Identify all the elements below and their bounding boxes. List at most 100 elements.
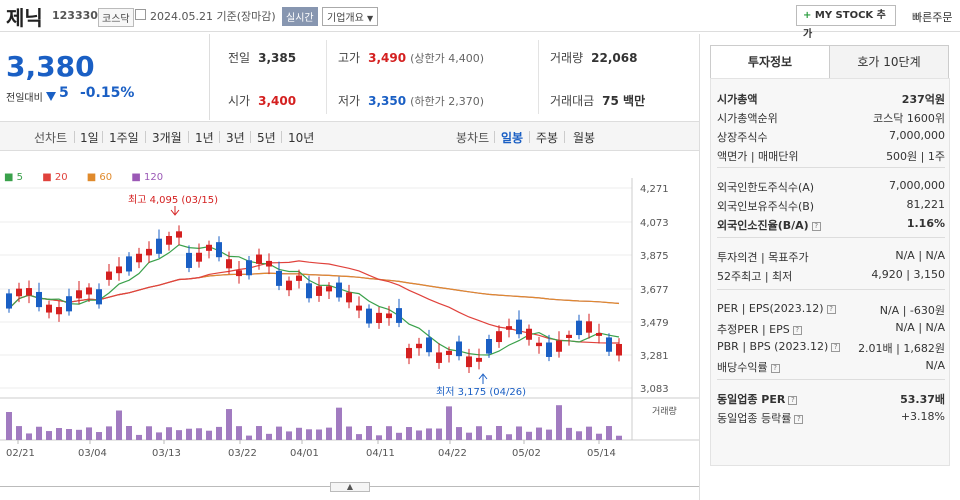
pbr-label: PBR | BPS (2023.12) bbox=[717, 340, 829, 353]
tab-invest-info[interactable]: 투자정보 bbox=[710, 45, 830, 79]
candle-body bbox=[296, 275, 302, 281]
divider bbox=[699, 34, 700, 500]
volume-bar bbox=[66, 429, 72, 440]
divider bbox=[717, 167, 945, 168]
period-1y[interactable]: 1년 bbox=[195, 131, 214, 145]
line-chart-label: 선차트 bbox=[34, 131, 68, 145]
foreign-limit-label: 외국인한도주식수(A) bbox=[717, 181, 815, 194]
candle-body bbox=[276, 270, 282, 286]
foreign-own-label: 외국인보유주식수(B) bbox=[717, 200, 815, 213]
divider bbox=[219, 131, 220, 143]
legend-ma120-label: 120 bbox=[143, 172, 164, 183]
candle-body bbox=[446, 350, 452, 355]
add-mystock-button[interactable]: + MY STOCK 추가 bbox=[796, 5, 896, 40]
candle-body bbox=[406, 347, 412, 359]
divider bbox=[326, 40, 327, 114]
legend-ma120: ■ 120 bbox=[131, 172, 164, 183]
stat-amount-value: 75 백만 bbox=[602, 94, 646, 108]
price-tick: 3,875 bbox=[640, 251, 669, 262]
help-icon[interactable]: ? bbox=[770, 364, 780, 373]
volume-bar bbox=[396, 432, 402, 440]
volume-bar bbox=[506, 434, 512, 440]
calendar-icon bbox=[135, 9, 146, 20]
volume-bar bbox=[46, 431, 52, 440]
foreign-own-row: 외국인보유주식수(B) 81,221 bbox=[717, 198, 945, 214]
legend-ma5: ■ 5 bbox=[4, 172, 24, 183]
opinion-value: N/A | N/A bbox=[895, 249, 945, 262]
volume-bar bbox=[586, 426, 592, 440]
volume-bar bbox=[426, 428, 432, 440]
help-icon[interactable]: ? bbox=[826, 305, 836, 314]
market-badge: 코스닥 bbox=[98, 8, 134, 27]
company-overview-button[interactable]: 기업개요 ▼ bbox=[322, 7, 379, 26]
period-10y[interactable]: 10년 bbox=[288, 131, 315, 145]
volume-bar bbox=[476, 426, 482, 440]
price-chart[interactable]: 4,271 4,073 3,875 3,677 3,479 3,281 3,08… bbox=[0, 168, 700, 480]
help-icon[interactable]: ? bbox=[788, 396, 798, 405]
legend-ma20-label: 20 bbox=[54, 172, 68, 183]
candle-weekly[interactable]: 주봉 bbox=[536, 131, 559, 145]
foreign-ratio-label: 외국인소진율(B/A) bbox=[717, 219, 809, 232]
plus-icon: + bbox=[803, 10, 812, 21]
candle-monthly[interactable]: 월봉 bbox=[573, 131, 596, 145]
invest-tabs: 투자정보 호가 10단계 bbox=[710, 45, 950, 79]
candle-body bbox=[196, 252, 202, 262]
price-tick: 4,271 bbox=[640, 184, 669, 195]
realtime-button[interactable]: 실시간 bbox=[282, 7, 318, 26]
opinion-label: 투자의견 | 목표주가 bbox=[717, 251, 809, 264]
candle-body bbox=[306, 283, 312, 299]
x-tick-label: 02/21 bbox=[6, 448, 35, 459]
help-icon[interactable]: ? bbox=[811, 222, 821, 231]
period-1d[interactable]: 1일 bbox=[80, 131, 99, 145]
chevron-down-icon: ▼ bbox=[367, 14, 374, 23]
stat-amount-label: 거래대금 bbox=[550, 94, 595, 108]
candle-body bbox=[376, 312, 382, 323]
candle-body bbox=[526, 328, 532, 340]
x-axis-ticks: 02/21 03/04 03/13 03/22 04/01 04/11 04/22 05/02… bbox=[6, 440, 616, 459]
est-per-value: N/A | N/A bbox=[895, 321, 945, 334]
foreign-ratio-value: 1.16% bbox=[906, 217, 945, 230]
rank-value: 코스닥 1600위 bbox=[873, 112, 945, 125]
help-icon[interactable]: ? bbox=[792, 326, 802, 335]
collapse-toggle[interactable]: ▲ bbox=[330, 482, 370, 492]
volume-bar bbox=[56, 428, 62, 440]
divider bbox=[717, 289, 945, 290]
pbr-value: 2.01배 | 1,682원 bbox=[858, 342, 945, 355]
volume-bar bbox=[516, 426, 522, 440]
candle-body bbox=[6, 293, 12, 309]
volume-bar bbox=[336, 407, 342, 440]
quick-order-link[interactable]: 빠른주문 bbox=[912, 11, 953, 24]
period-1w[interactable]: 1주일 bbox=[109, 131, 139, 145]
dividend-row: 배당수익률? N/A bbox=[717, 359, 945, 375]
period-3y[interactable]: 3년 bbox=[226, 131, 245, 145]
stock-code: 123330 bbox=[52, 9, 98, 22]
volume-bar bbox=[566, 427, 572, 440]
volume-bar bbox=[556, 405, 562, 440]
help-icon[interactable]: ? bbox=[794, 415, 804, 424]
legend-ma20: ■ 20 bbox=[42, 172, 68, 183]
period-3m[interactable]: 3개월 bbox=[152, 131, 182, 145]
divider bbox=[564, 131, 565, 143]
sector-rate-label: 동일업종 등락률 bbox=[717, 412, 792, 425]
candle-daily[interactable]: 일봉 bbox=[501, 131, 524, 145]
candle-body bbox=[256, 254, 262, 264]
candle-body bbox=[156, 238, 162, 254]
down-triangle-icon bbox=[46, 92, 56, 101]
candle-body bbox=[596, 332, 602, 336]
shares-value: 7,000,000 bbox=[889, 129, 945, 142]
volume-bar bbox=[526, 431, 532, 440]
foreign-limit-value: 7,000,000 bbox=[889, 179, 945, 192]
ma5-line bbox=[8, 244, 620, 356]
per-value: N/A | -630원 bbox=[879, 304, 945, 317]
candle-body bbox=[26, 288, 32, 296]
volume-bar bbox=[496, 426, 502, 440]
tab-orderbook[interactable]: 호가 10단계 bbox=[829, 45, 949, 79]
price-stats: 전일 3,385 고가 3,490 (상한가 4,400) 거래량 22,068 시가 3… bbox=[210, 34, 700, 120]
candle-body bbox=[146, 248, 152, 256]
period-5y[interactable]: 5년 bbox=[257, 131, 276, 145]
help-icon[interactable]: ? bbox=[831, 343, 841, 352]
volume-bar bbox=[26, 433, 32, 440]
volume-bar bbox=[136, 434, 142, 440]
volume-bar bbox=[346, 426, 352, 440]
candle-body bbox=[496, 331, 502, 343]
